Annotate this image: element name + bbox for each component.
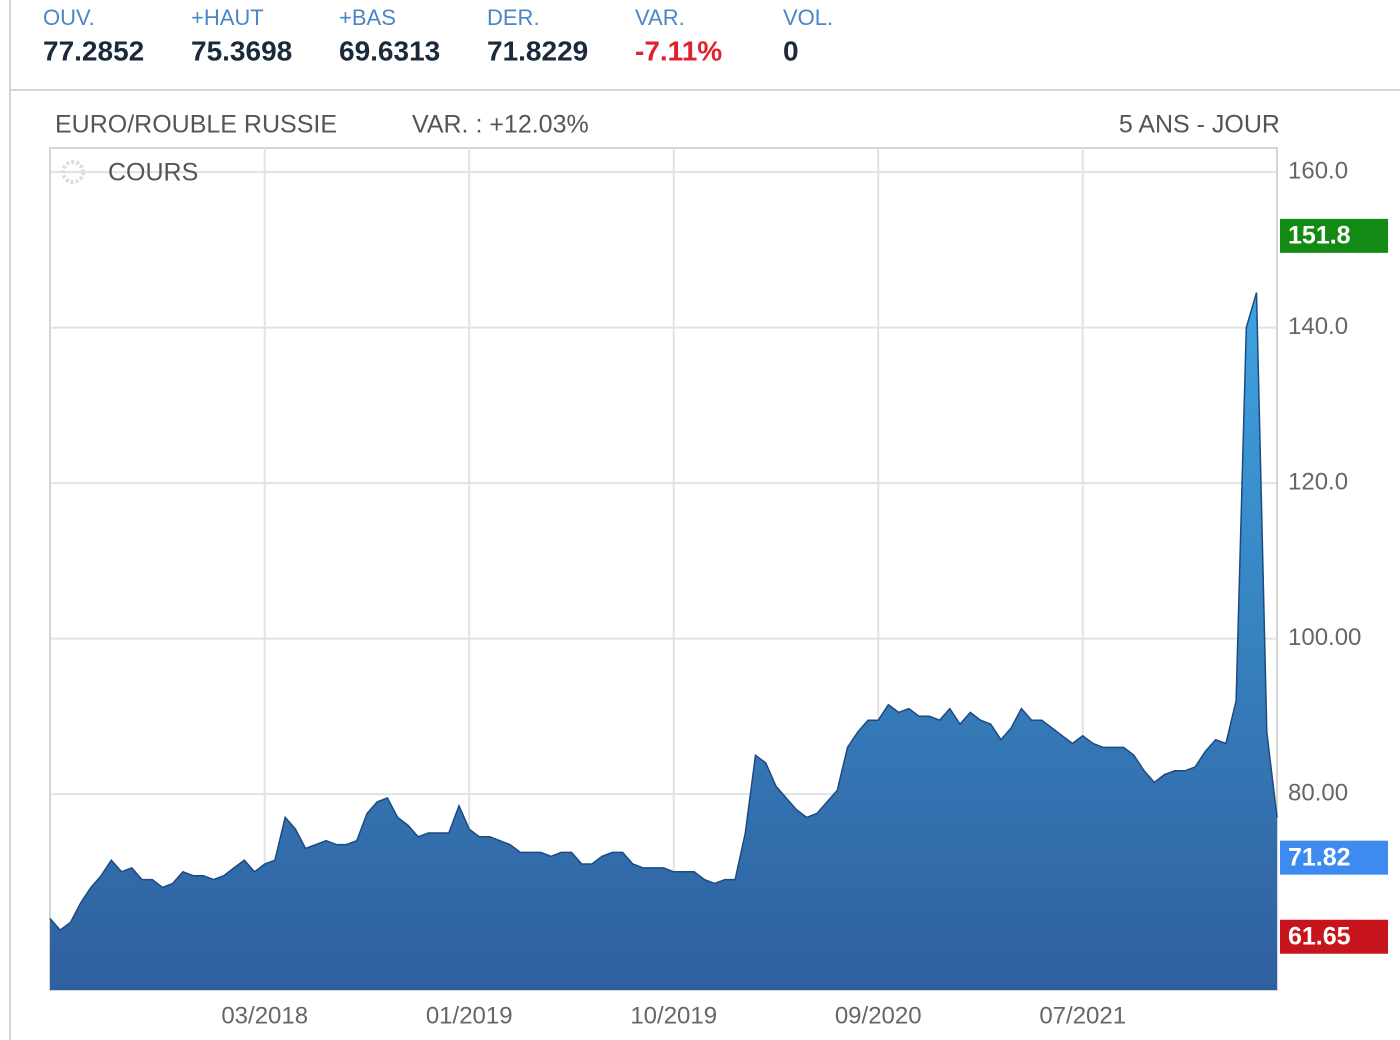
stat-label: VOL. — [783, 5, 833, 30]
stat-value: -7.11% — [635, 35, 722, 66]
chart-period: 5 ANS - JOUR — [1119, 111, 1280, 139]
y-tick-label: 100.00 — [1288, 624, 1361, 651]
stat-label: DER. — [487, 5, 540, 30]
stat-value: 69.6313 — [339, 35, 440, 66]
price-badge-label: 61.65 — [1288, 922, 1351, 950]
area — [50, 292, 1277, 991]
area-line — [49, 292, 1278, 932]
chart-title: EURO/ROUBLE RUSSIE — [55, 111, 337, 139]
legend-icon — [61, 160, 85, 184]
legend-label: COURS — [108, 159, 198, 187]
x-tick-label: 09/2020 — [835, 1002, 922, 1029]
y-tick-label: 140.0 — [1288, 313, 1348, 340]
y-tick-label: 120.0 — [1288, 468, 1348, 495]
stat-value: 77.2852 — [43, 35, 144, 66]
y-tick-label: 160.0 — [1288, 157, 1348, 184]
y-tick-label: 80.00 — [1288, 779, 1348, 806]
price-badge-label: 151.8 — [1288, 221, 1351, 249]
stat-label: OUV. — [43, 5, 95, 30]
stat-value: 0 — [783, 35, 799, 66]
price-badge — [1280, 919, 1388, 954]
stat-label: +BAS — [339, 5, 396, 30]
price-badge — [1280, 840, 1388, 875]
x-tick-label: 01/2019 — [426, 1002, 513, 1029]
stat-value: 75.3698 — [191, 35, 292, 66]
chart-subtitle: VAR. : +12.03% — [412, 111, 589, 139]
x-tick-label: 07/2021 — [1039, 1002, 1126, 1029]
price-badge — [1280, 218, 1388, 253]
legend: COURS — [61, 159, 198, 187]
x-tick-label: 10/2019 — [630, 1002, 717, 1029]
stat-label: VAR. — [635, 5, 685, 30]
price-badge-label: 71.82 — [1288, 843, 1351, 871]
stat-value: 71.8229 — [487, 35, 588, 66]
stat-label: +HAUT — [191, 5, 264, 30]
x-tick-label: 03/2018 — [221, 1002, 308, 1029]
